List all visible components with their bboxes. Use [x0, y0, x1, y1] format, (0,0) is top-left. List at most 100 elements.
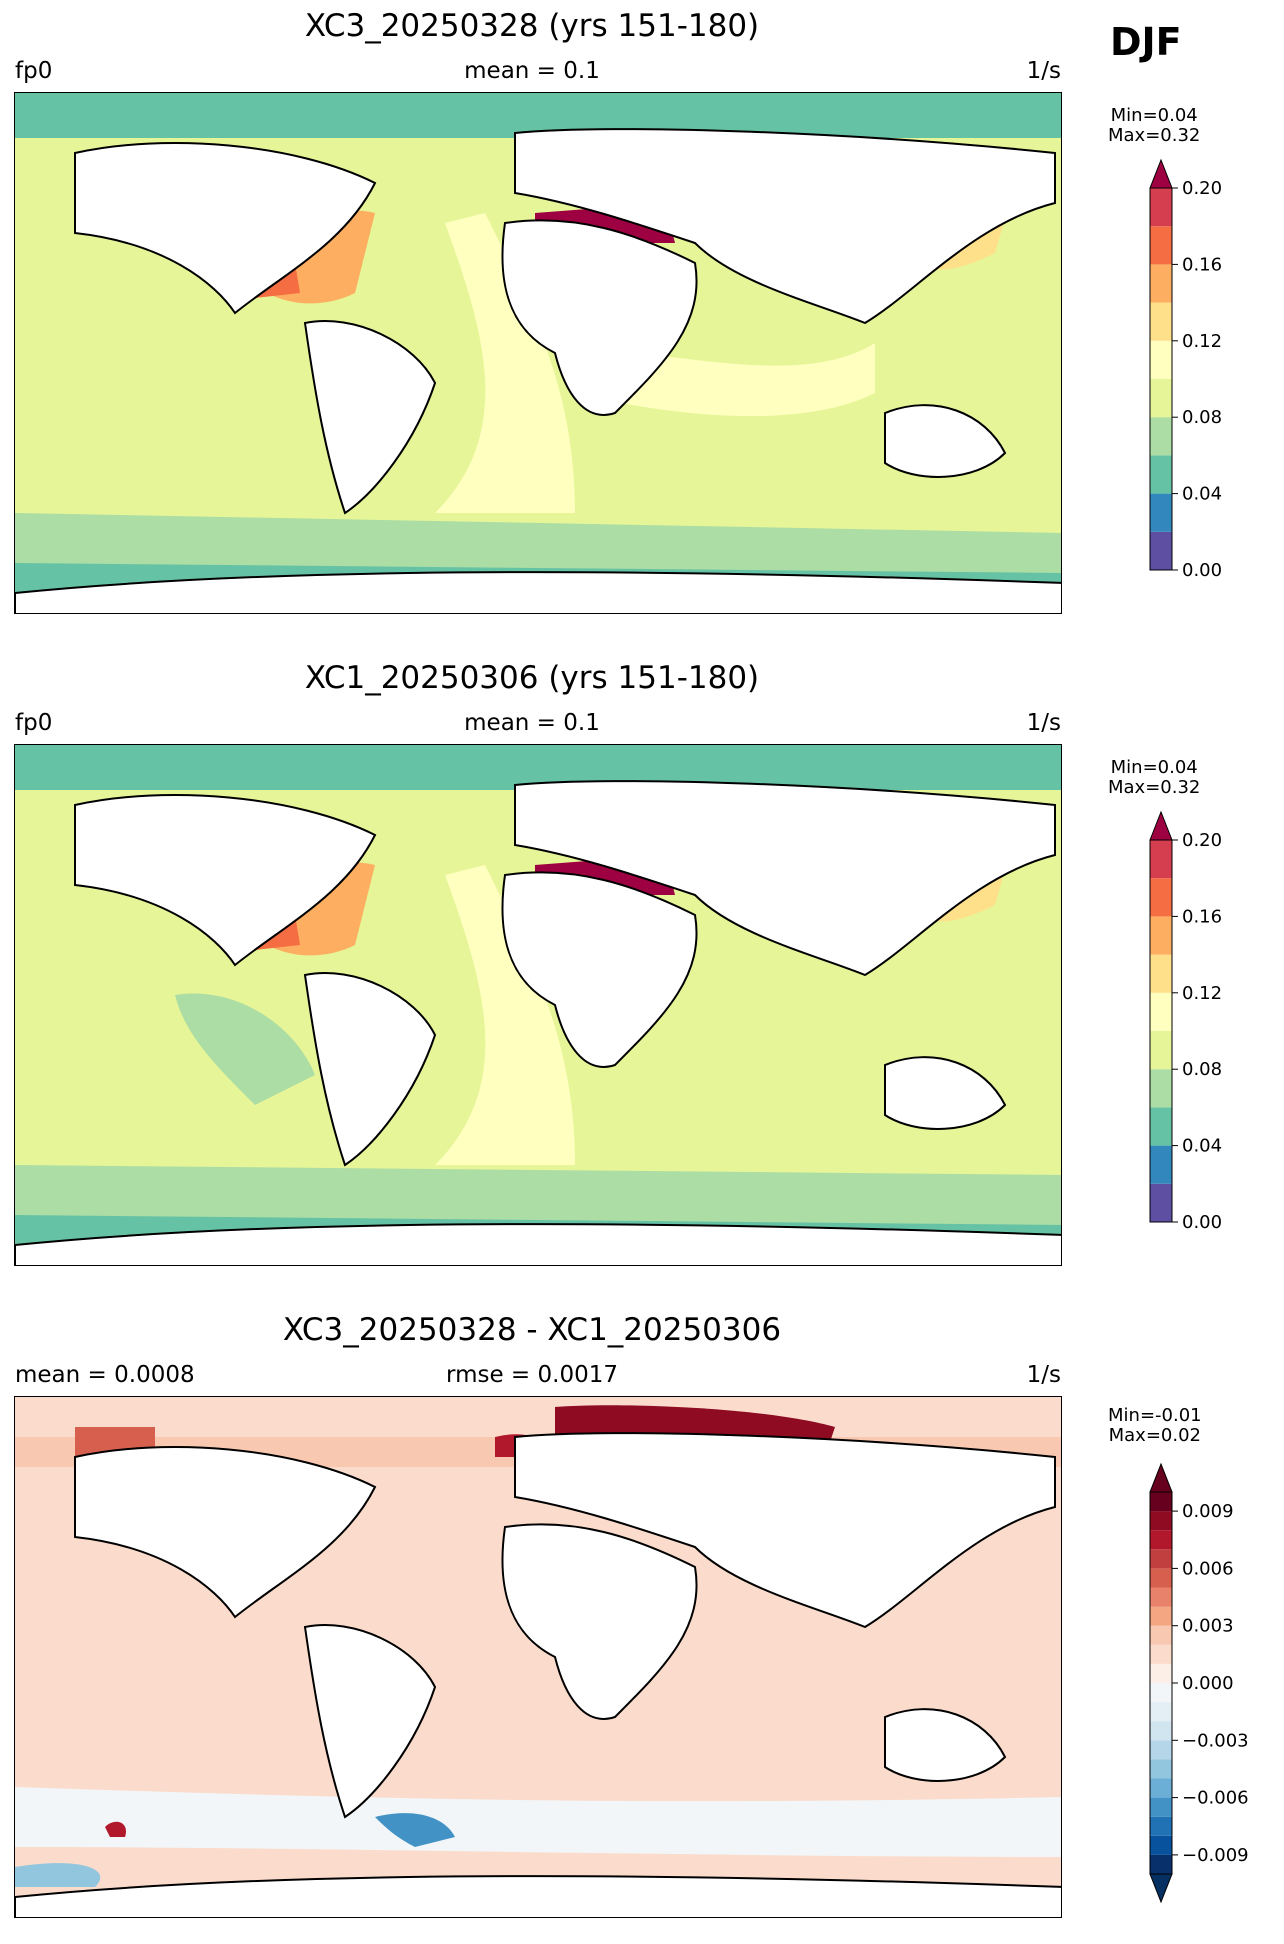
season-label: DJF — [1110, 20, 1182, 64]
map-svg — [15, 1397, 1061, 1917]
colorbar-segment — [1150, 1549, 1172, 1569]
southern-ocean-neutral — [15, 1787, 1061, 1857]
colorbar-segment — [1150, 379, 1172, 418]
atlantic-yellow-zone — [435, 213, 575, 513]
colorbar-segment — [1150, 1031, 1172, 1070]
colorbar-segment — [1150, 1492, 1172, 1512]
antarctica-landmass — [15, 1223, 1061, 1265]
min-max-label: Min=-0.01 Max=0.02 — [1108, 1406, 1202, 1446]
drake-cool-zone — [375, 1813, 455, 1847]
mean-label: mean = 0.1 — [464, 710, 600, 736]
colorbar-segment — [1150, 1683, 1172, 1703]
colorbar-segment — [1150, 1854, 1172, 1874]
mean-label: mean = 0.1 — [464, 58, 600, 84]
antarctic-cool-zone — [15, 1863, 101, 1887]
colorbar-segment — [1150, 1625, 1172, 1645]
colorbar-tick-label: −0.009 — [1182, 1845, 1249, 1866]
antarctica-landmass — [15, 1875, 1061, 1917]
atlantic-yellow-zone — [435, 865, 575, 1165]
north-america-landmass — [74, 1446, 377, 1619]
colorbar-tick-label: 0.00 — [1182, 1212, 1222, 1233]
colorbar-segment — [1150, 340, 1172, 379]
colorbar: 0.00 0.04 0.08 0.12 0.16 0.20 — [1149, 158, 1270, 590]
australia-landmass — [884, 1708, 1007, 1782]
colorbar-segment — [1150, 188, 1172, 227]
colorbar-segment — [1150, 1145, 1172, 1184]
colorbar-tick-label: 0.04 — [1182, 484, 1222, 505]
colorbar-segment — [1150, 1816, 1172, 1836]
variable-label: fp0 — [15, 58, 53, 84]
mean-label: mean = 0.0008 — [15, 1362, 195, 1388]
colorbar-tick-label: 0.009 — [1182, 1501, 1234, 1522]
colorbar-tick-label: 0.00 — [1182, 560, 1222, 581]
rmse-label: rmse = 0.0017 — [446, 1362, 618, 1388]
colorbar-tick-label: −0.006 — [1182, 1788, 1249, 1809]
colorbar-extend-low — [1149, 1873, 1173, 1904]
australia-landmass — [884, 404, 1007, 478]
colorbar-segment — [1150, 1644, 1172, 1664]
colorbar-svg: 0.00 0.04 0.08 0.12 0.16 0.20 — [1149, 158, 1222, 581]
colorbar-segment — [1150, 840, 1172, 879]
colorbar-segment — [1150, 1587, 1172, 1607]
colorbar-frame — [1149, 839, 1173, 1223]
colorbar-segment — [1150, 1740, 1172, 1760]
north-america-landmass — [74, 794, 377, 967]
colorbar-extend-high — [1149, 810, 1173, 841]
colorbar-segment — [1150, 1568, 1172, 1588]
antarctica-landmass — [15, 571, 1061, 613]
min-label: Min=0.04 — [1110, 105, 1198, 126]
colorbar-segment — [1150, 1663, 1172, 1683]
colorbar-svg: 0.00 0.04 0.08 0.12 0.16 0.20 — [1149, 810, 1222, 1233]
colorbar-segment — [1150, 531, 1172, 570]
colorbar-tick-label: −0.003 — [1182, 1730, 1249, 1751]
colorbar-segment — [1150, 992, 1172, 1031]
colorbar-extend-high — [1149, 158, 1173, 189]
southern-hotspot — [105, 1821, 126, 1837]
colorbar-segment — [1150, 1069, 1172, 1108]
colorbar-svg: 0.009 0.006 0.003 0.000 −0.003 −0.006 −0.009 — [1149, 1462, 1249, 1904]
map-frame — [14, 92, 1062, 614]
colorbar-segment — [1150, 1835, 1172, 1855]
panel-title: XC1_20250306 (yrs 151-180) — [304, 660, 760, 696]
eurasia-landmass — [514, 780, 1056, 977]
colorbar-segment — [1150, 954, 1172, 993]
colorbar-tick-label: 0.20 — [1182, 178, 1222, 199]
colorbar-segment — [1150, 1530, 1172, 1550]
colorbar-segment — [1150, 1797, 1172, 1817]
colorbar-segment — [1150, 1759, 1172, 1779]
map-frame — [14, 744, 1062, 1266]
map-svg — [15, 745, 1061, 1265]
colorbar-segment — [1150, 878, 1172, 917]
colorbar-tick-label: 0.000 — [1182, 1673, 1234, 1694]
panel-title: XC3_20250328 - XC1_20250306 — [282, 1312, 782, 1348]
colorbar-segment — [1150, 302, 1172, 341]
eurasia-landmass — [514, 1432, 1056, 1629]
colorbar-tick-label: 0.12 — [1182, 983, 1222, 1004]
panel-title: XC3_20250328 (yrs 151-180) — [304, 8, 760, 44]
colorbar-segment — [1150, 916, 1172, 955]
colorbar-segment — [1150, 1606, 1172, 1626]
min-label: Min=-0.01 — [1108, 1405, 1202, 1426]
colorbar-segment — [1150, 264, 1172, 303]
min-max-label: Min=0.04 Max=0.32 — [1108, 758, 1200, 798]
map-frame — [14, 1396, 1062, 1918]
panel-xc1: XC1_20250306 (yrs 151-180) fp0 mean = 0.… — [0, 652, 1284, 1292]
min-label: Min=0.04 — [1110, 757, 1198, 778]
colorbar-tick-label: 0.08 — [1182, 1059, 1222, 1080]
colorbar: 0.00 0.04 0.08 0.12 0.16 0.20 — [1149, 810, 1270, 1242]
south-america-landmass — [303, 320, 437, 515]
south-america-landmass — [303, 972, 437, 1167]
colorbar-segment — [1150, 1511, 1172, 1531]
map-svg — [15, 93, 1061, 613]
units-label: 1/s — [1026, 1362, 1061, 1388]
colorbar-extend-high — [1149, 1462, 1173, 1493]
max-label: Max=0.02 — [1108, 1425, 1201, 1446]
eurasia-landmass — [514, 128, 1056, 325]
colorbar-segment — [1150, 493, 1172, 532]
colorbar-tick-label: 0.20 — [1182, 830, 1222, 851]
panel-difference: XC3_20250328 - XC1_20250306 mean = 0.000… — [0, 1304, 1284, 1944]
colorbar-segment — [1150, 1702, 1172, 1722]
australia-landmass — [884, 1056, 1007, 1130]
colorbar-tick-label: 0.006 — [1182, 1558, 1234, 1579]
colorbar: 0.009 0.006 0.003 0.000 −0.003 −0.006 −0.009 — [1149, 1462, 1270, 1904]
